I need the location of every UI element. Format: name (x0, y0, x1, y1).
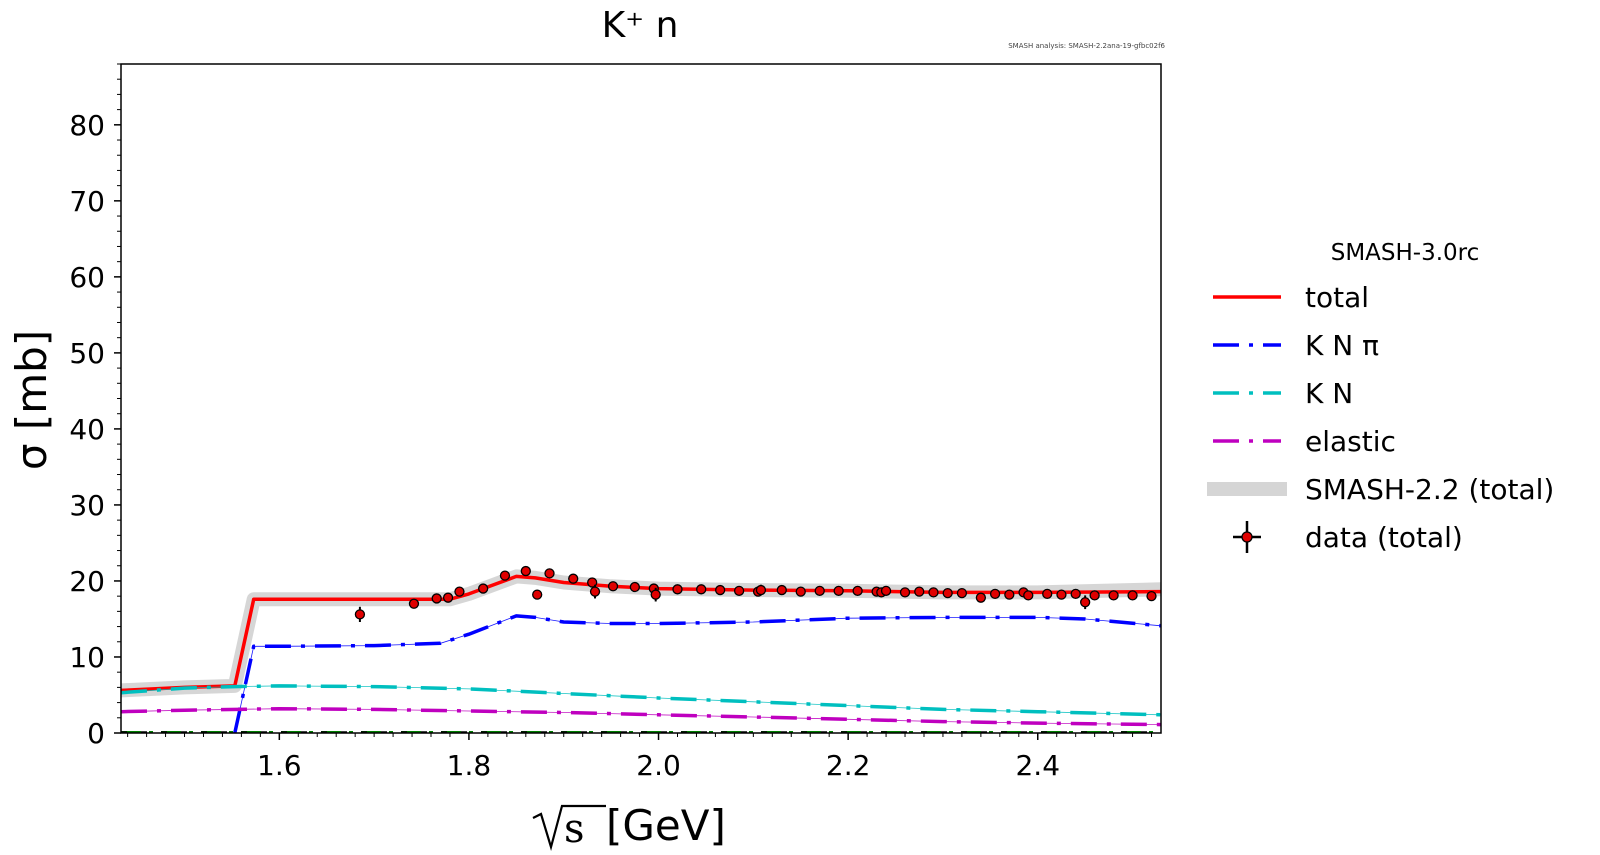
data-point (629, 581, 640, 593)
data-point (431, 593, 442, 604)
data-point (408, 598, 420, 609)
plot-area (121, 565, 1161, 733)
x-axis-label: s [GeV] (532, 801, 726, 852)
x-tick-label: 2.2 (826, 749, 871, 782)
legend: SMASH-3.0rc total K N π K N elastic SMASH-2.… (1207, 240, 1554, 554)
data-point (755, 584, 767, 596)
sqrt-argument: s (564, 806, 585, 852)
y-tick-label: 80 (69, 109, 105, 142)
data-point (1004, 589, 1015, 600)
legend-label-total: total (1305, 281, 1369, 314)
data-point (532, 589, 543, 600)
data-point (715, 584, 726, 596)
data-point (499, 570, 511, 581)
x-tick-label: 2.4 (1015, 749, 1060, 782)
data-point (650, 589, 661, 600)
legend-label-k-n: K N (1305, 377, 1353, 410)
data-point (733, 585, 745, 596)
data-point (956, 587, 968, 599)
legend-title: SMASH-3.0rc (1331, 240, 1480, 266)
y-tick-label: 30 (69, 489, 105, 522)
legend-label-k-n: K N π (1305, 329, 1379, 362)
data-point (544, 568, 555, 579)
data-point (1146, 591, 1157, 602)
data-point (607, 581, 619, 592)
data-point (852, 585, 863, 596)
data-point (989, 588, 1001, 600)
plot-layer: 0 10 20 30 40 50 60 70 80 1.6 1.8 2.0 2.2 2.4 (69, 63, 1162, 782)
data-point (568, 573, 579, 584)
legend-label-elastic: elastic (1305, 425, 1396, 458)
y-tick-label: 20 (69, 565, 105, 598)
sqrt-symbol (532, 804, 606, 852)
data-point (478, 583, 489, 594)
data-point (442, 592, 454, 603)
legend-label-smash-2-2-total: SMASH-2.2 (total) (1305, 473, 1554, 506)
data-point (672, 584, 683, 595)
data-point (928, 587, 939, 598)
data-point (1023, 590, 1034, 601)
series-total-line (121, 574, 1161, 693)
series-k-n-line (233, 614, 1161, 733)
legend-swatch-data-point (1241, 531, 1253, 543)
data-point (1056, 589, 1067, 600)
y-tick-label: 40 (69, 413, 105, 446)
data-point (1108, 590, 1119, 601)
data-point (1070, 588, 1081, 600)
x-tick-label: 2.0 (636, 749, 681, 782)
data-point (880, 585, 892, 596)
data-point (1042, 588, 1053, 600)
data-point (975, 592, 987, 603)
data-point (354, 609, 366, 620)
analysis-annotation: SMASH analysis: SMASH-2.2ana-19-gfbc02f6 (1008, 42, 1165, 50)
data-point (1089, 590, 1100, 601)
data-point (942, 587, 953, 599)
data-point (454, 586, 465, 597)
data-point (587, 577, 598, 588)
x-tick-label: 1.8 (447, 749, 492, 782)
data-point (1080, 597, 1091, 608)
y-tick-label: 50 (69, 337, 105, 370)
y-tick-label: 60 (69, 261, 105, 294)
data-point (833, 585, 844, 596)
legend-label-data-total: data (total) (1305, 521, 1463, 554)
data-point (1127, 590, 1138, 601)
data-point (899, 587, 911, 598)
y-tick-label: 10 (69, 641, 105, 674)
data-point (814, 585, 825, 596)
data-point (696, 584, 707, 595)
x-axis-label-text: [GeV] (606, 801, 726, 850)
data-point (776, 584, 787, 596)
x-tick-label: 1.6 (257, 749, 302, 782)
data-point (589, 586, 601, 597)
data-point (520, 565, 531, 577)
series-k-n-line (121, 684, 1161, 717)
plot-frame (120, 63, 1162, 734)
chart-title: K⁺ n (602, 5, 679, 46)
y-tick-label: 0 (87, 717, 105, 750)
data-point (795, 586, 806, 597)
series-elastic-line (121, 706, 1161, 727)
y-tick-label: 70 (69, 185, 105, 218)
data-point (914, 586, 925, 597)
y-axis-label: σ [mb] (7, 330, 56, 470)
